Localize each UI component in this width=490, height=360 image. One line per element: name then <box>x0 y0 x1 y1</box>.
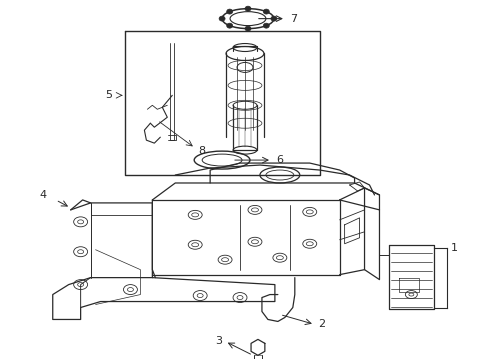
Ellipse shape <box>271 16 277 21</box>
Text: 8: 8 <box>198 146 205 156</box>
Text: 5: 5 <box>105 90 112 100</box>
Ellipse shape <box>263 23 270 28</box>
Text: 2: 2 <box>318 319 325 329</box>
Text: 1: 1 <box>451 243 458 253</box>
Ellipse shape <box>245 6 251 11</box>
Text: 4: 4 <box>39 190 47 200</box>
Ellipse shape <box>245 26 251 31</box>
Ellipse shape <box>263 9 270 14</box>
Text: 3: 3 <box>215 336 222 346</box>
Ellipse shape <box>219 16 225 21</box>
Ellipse shape <box>227 9 233 14</box>
Ellipse shape <box>227 23 233 28</box>
Text: 7: 7 <box>290 14 297 24</box>
Text: 6: 6 <box>276 155 283 165</box>
